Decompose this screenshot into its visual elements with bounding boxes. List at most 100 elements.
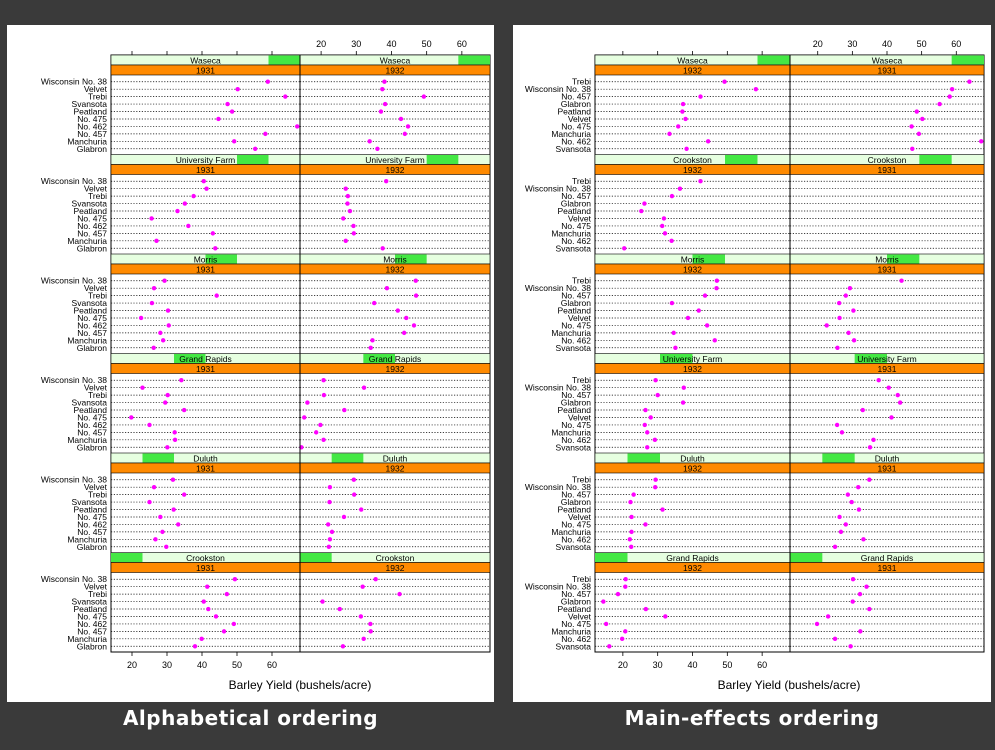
data-point — [351, 477, 357, 482]
data-point — [413, 293, 419, 298]
variety-label: No. 462 — [77, 420, 107, 430]
site-strip-label: Crookston — [376, 553, 415, 563]
site-strip-indicator — [692, 254, 725, 264]
site-strip-label: University Farm — [663, 354, 723, 364]
data-point — [201, 599, 206, 604]
variety-label: No. 457 — [561, 589, 591, 599]
variety-label: No. 462 — [561, 335, 591, 345]
variety-label: Velvet — [568, 512, 592, 522]
data-point — [147, 499, 152, 505]
site-strip-indicator — [757, 55, 790, 65]
site-strip-indicator — [822, 453, 855, 463]
data-point — [313, 430, 319, 435]
data-point — [643, 606, 649, 612]
data-point — [663, 614, 668, 619]
variety-label: No. 457 — [561, 390, 591, 400]
year-strip-label: 1932 — [683, 463, 702, 473]
data-point — [867, 445, 873, 450]
data-point — [147, 422, 152, 428]
data-point — [629, 514, 634, 520]
x-tick-label-bottom: 60 — [267, 660, 277, 670]
data-point — [398, 116, 404, 122]
data-point — [213, 614, 219, 619]
variety-label: Velvet — [568, 114, 592, 124]
data-point — [843, 522, 848, 527]
data-point — [191, 193, 196, 199]
data-point — [643, 522, 648, 527]
data-point — [172, 437, 178, 443]
variety-label: No. 462 — [77, 221, 107, 231]
data-point — [860, 407, 865, 413]
variety-label: Peatland — [557, 405, 591, 415]
data-point — [642, 201, 647, 206]
variety-label: Peatland — [73, 107, 107, 117]
data-point — [848, 644, 853, 649]
x-tick-label-bottom: 30 — [653, 660, 663, 670]
data-point — [850, 577, 856, 582]
data-point — [265, 79, 270, 84]
variety-label: Manchuria — [67, 534, 107, 544]
data-point — [673, 345, 678, 350]
x-tick-label-top: 50 — [917, 39, 927, 49]
variety-label: Manchuria — [551, 427, 591, 437]
data-point — [909, 124, 914, 129]
variety-label: Peatland — [73, 505, 107, 515]
data-point — [158, 330, 163, 336]
variety-label: Velvet — [84, 184, 108, 194]
data-point — [947, 94, 952, 99]
data-point — [949, 86, 955, 92]
site-strip-indicator — [205, 254, 237, 264]
site-strip-label: Crookston — [868, 155, 907, 165]
data-point — [325, 522, 331, 527]
data-point — [669, 300, 675, 306]
data-point — [382, 101, 388, 107]
variety-label: Manchuria — [551, 129, 591, 139]
variety-label: Peatland — [557, 604, 591, 614]
site-strip-label: Crookston — [673, 155, 712, 165]
data-point — [327, 499, 332, 505]
variety-label: Wisconsin No. 38 — [525, 84, 591, 94]
site-strip-indicator — [395, 254, 427, 264]
site-strip-indicator — [725, 155, 758, 164]
variety-label: No. 457 — [77, 328, 107, 338]
variety-label: Velvet — [84, 283, 108, 293]
variety-label: No. 457 — [77, 527, 107, 537]
data-point — [680, 109, 685, 114]
data-point — [837, 514, 842, 520]
year-strip-label: 1931 — [878, 364, 897, 374]
year-strip-label: 1932 — [386, 364, 405, 374]
data-point — [627, 537, 633, 542]
site-strip-indicator — [268, 55, 300, 65]
data-point — [397, 591, 402, 597]
variety-label: No. 475 — [77, 213, 107, 223]
variety-label: Wisconsin No. 38 — [41, 176, 107, 186]
site-strip-label: Crookston — [186, 553, 225, 563]
data-point — [166, 323, 171, 328]
data-point — [405, 124, 411, 129]
variety-label: Glabron — [77, 542, 108, 552]
data-point — [171, 507, 176, 512]
site-strip-indicator — [627, 453, 660, 463]
variety-label: Wisconsin No. 38 — [41, 475, 107, 485]
data-point — [889, 415, 894, 420]
data-point — [345, 193, 351, 199]
data-point — [360, 584, 365, 589]
data-point — [341, 216, 346, 221]
data-point — [368, 345, 373, 350]
data-point — [623, 629, 628, 634]
site-strip-indicator — [300, 553, 332, 562]
data-point — [380, 246, 385, 251]
variety-label: No. 475 — [77, 611, 107, 621]
data-point — [655, 392, 660, 398]
data-point — [327, 484, 333, 490]
variety-label: Trebi — [572, 475, 591, 485]
data-point — [601, 599, 606, 604]
variety-label: Svansota — [72, 298, 108, 308]
variety-label: Svansota — [72, 497, 108, 507]
variety-label: Svansota — [556, 343, 592, 353]
variety-label: Glabron — [77, 442, 108, 452]
data-point — [302, 415, 307, 420]
data-point — [712, 338, 717, 343]
data-point — [677, 186, 683, 191]
data-point — [696, 308, 701, 313]
